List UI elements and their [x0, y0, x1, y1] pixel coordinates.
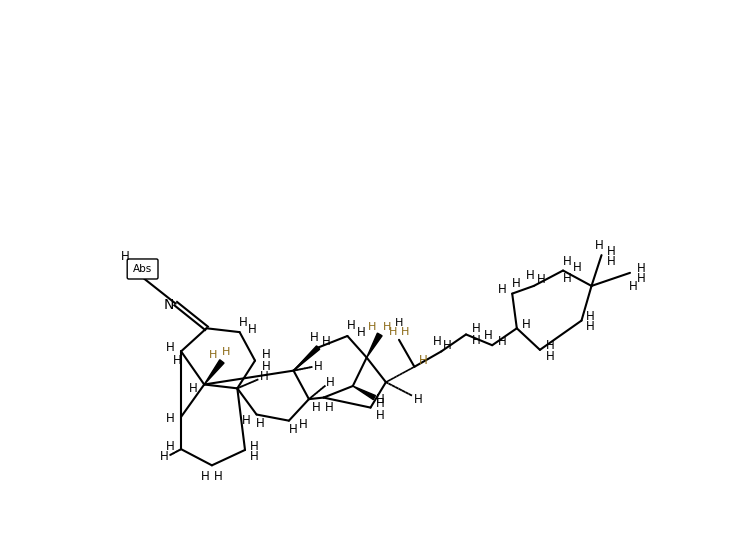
- Text: H: H: [636, 263, 645, 275]
- Text: H: H: [214, 470, 222, 483]
- Text: H: H: [121, 250, 130, 263]
- Text: H: H: [160, 450, 169, 463]
- Text: H: H: [208, 350, 217, 360]
- Text: H: H: [545, 340, 554, 352]
- Polygon shape: [204, 360, 224, 384]
- Text: H: H: [298, 418, 307, 431]
- Text: H: H: [261, 348, 270, 361]
- Text: H: H: [414, 393, 423, 406]
- Text: H: H: [248, 322, 257, 336]
- Text: H: H: [250, 439, 259, 453]
- Text: H: H: [595, 239, 603, 252]
- Text: H: H: [250, 450, 259, 463]
- Text: H: H: [357, 326, 365, 338]
- Text: H: H: [562, 255, 571, 268]
- Text: H: H: [586, 320, 595, 334]
- Text: H: H: [312, 401, 320, 414]
- Text: H: H: [537, 273, 546, 286]
- Text: H: H: [484, 329, 493, 342]
- FancyBboxPatch shape: [127, 259, 158, 279]
- Text: H: H: [433, 335, 442, 348]
- Text: H: H: [256, 417, 265, 430]
- Text: H: H: [376, 409, 385, 422]
- Text: H: H: [607, 245, 616, 258]
- Text: H: H: [420, 354, 428, 367]
- Text: H: H: [239, 316, 248, 330]
- Text: H: H: [498, 335, 507, 348]
- Text: H: H: [241, 414, 250, 427]
- Text: H: H: [472, 334, 481, 347]
- Text: H: H: [607, 255, 616, 268]
- Text: H: H: [166, 412, 175, 425]
- Text: H: H: [586, 310, 595, 323]
- Text: H: H: [202, 470, 210, 483]
- Text: H: H: [260, 370, 269, 383]
- Text: H: H: [401, 327, 409, 337]
- Polygon shape: [367, 333, 382, 357]
- Text: H: H: [498, 283, 507, 296]
- Polygon shape: [353, 386, 376, 399]
- Text: H: H: [512, 277, 520, 290]
- Text: H: H: [261, 360, 270, 373]
- Text: H: H: [376, 393, 385, 407]
- Text: H: H: [166, 341, 175, 354]
- Text: H: H: [173, 354, 182, 367]
- Text: H: H: [321, 335, 330, 348]
- Text: Abs: Abs: [133, 264, 153, 274]
- Text: H: H: [326, 376, 335, 389]
- Text: H: H: [443, 338, 452, 352]
- Text: H: H: [376, 397, 385, 411]
- Text: H: H: [347, 320, 356, 332]
- Text: H: H: [572, 261, 581, 274]
- Text: H: H: [368, 322, 376, 332]
- Text: H: H: [388, 327, 397, 337]
- Text: H: H: [166, 440, 175, 453]
- Text: H: H: [629, 280, 638, 293]
- Text: H: H: [189, 382, 198, 395]
- Text: H: H: [472, 322, 481, 335]
- Text: H: H: [395, 318, 403, 328]
- Polygon shape: [294, 346, 320, 371]
- Text: H: H: [310, 331, 318, 344]
- Text: H: H: [562, 271, 571, 285]
- Text: H: H: [222, 347, 230, 357]
- Text: H: H: [522, 318, 530, 331]
- Text: H: H: [383, 322, 391, 332]
- Text: H: H: [525, 269, 534, 283]
- Text: H: H: [545, 350, 554, 362]
- Text: H: H: [636, 273, 645, 285]
- Text: N: N: [164, 298, 174, 312]
- Text: H: H: [325, 401, 334, 414]
- Text: H: H: [314, 360, 323, 373]
- Text: H: H: [289, 423, 297, 437]
